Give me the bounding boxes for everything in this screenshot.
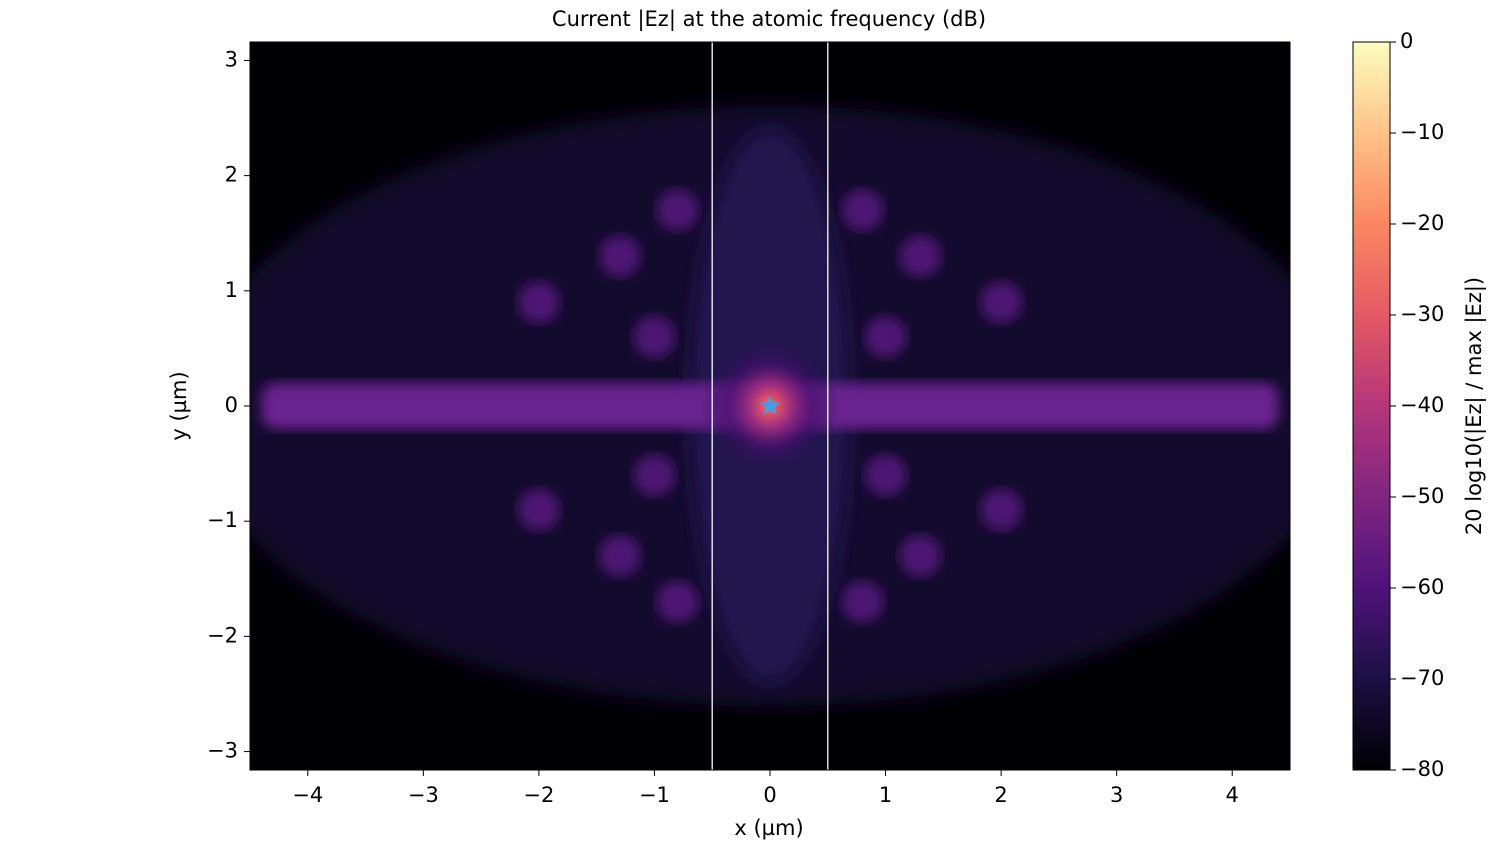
field-blob	[633, 454, 676, 496]
field-blob	[633, 316, 676, 358]
y-tick-label: −1	[207, 508, 238, 532]
field-blob	[841, 189, 884, 231]
field-blob	[518, 488, 560, 531]
field-blob	[518, 281, 560, 324]
y-tick-label: −3	[207, 739, 238, 763]
source-marker	[759, 395, 781, 415]
field-blob	[980, 488, 1022, 531]
x-tick-label: −1	[639, 783, 670, 807]
colorbar-tick-label: −50	[1400, 484, 1444, 508]
x-tick-label: 0	[763, 783, 776, 807]
x-tick-label: −3	[408, 783, 439, 807]
y-tick-label: 0	[225, 393, 238, 417]
y-tick-label: −2	[207, 623, 238, 647]
field-blob	[864, 454, 907, 496]
chart-title: Current |Ez| at the atomic frequency (dB…	[552, 7, 986, 32]
x-tick-label: −4	[292, 783, 323, 807]
colorbar-tick-label: 0	[1400, 29, 1413, 53]
x-tick-label: 2	[994, 783, 1007, 807]
y-tick-label: 1	[225, 278, 238, 302]
colorbar-tick-label: −70	[1400, 666, 1444, 690]
colorbar-tick-label: −10	[1400, 120, 1444, 144]
field-blob	[598, 534, 641, 577]
colorbar-tick-label: −40	[1400, 393, 1444, 417]
field-blob	[864, 316, 907, 358]
field-blob	[899, 534, 942, 577]
x-tick-label: −2	[523, 783, 554, 807]
field-blob	[899, 235, 942, 278]
colorbar-label: 20 log10(|Ez| / max |Ez|)	[1462, 277, 1487, 535]
colorbar-tick-label: −20	[1400, 211, 1444, 235]
x-tick-label: 1	[879, 783, 892, 807]
colorbar-tick-label: −30	[1400, 302, 1444, 326]
colorbar	[1352, 41, 1391, 771]
colorbar-tick-label: −80	[1400, 757, 1444, 781]
x-axis-label: x (µm)	[734, 816, 803, 840]
colorbar-tick-label: −60	[1400, 575, 1444, 599]
field-blob	[841, 581, 884, 623]
x-tick-label: 4	[1226, 783, 1239, 807]
field-blob	[980, 281, 1022, 324]
y-axis-label: y (µm)	[167, 371, 191, 440]
field-blob	[656, 189, 699, 231]
y-tick-label: 2	[225, 163, 238, 187]
x-tick-label: 3	[1110, 783, 1123, 807]
y-tick-label: 3	[225, 47, 238, 71]
field-blob	[598, 235, 641, 278]
field-blob	[656, 581, 699, 623]
